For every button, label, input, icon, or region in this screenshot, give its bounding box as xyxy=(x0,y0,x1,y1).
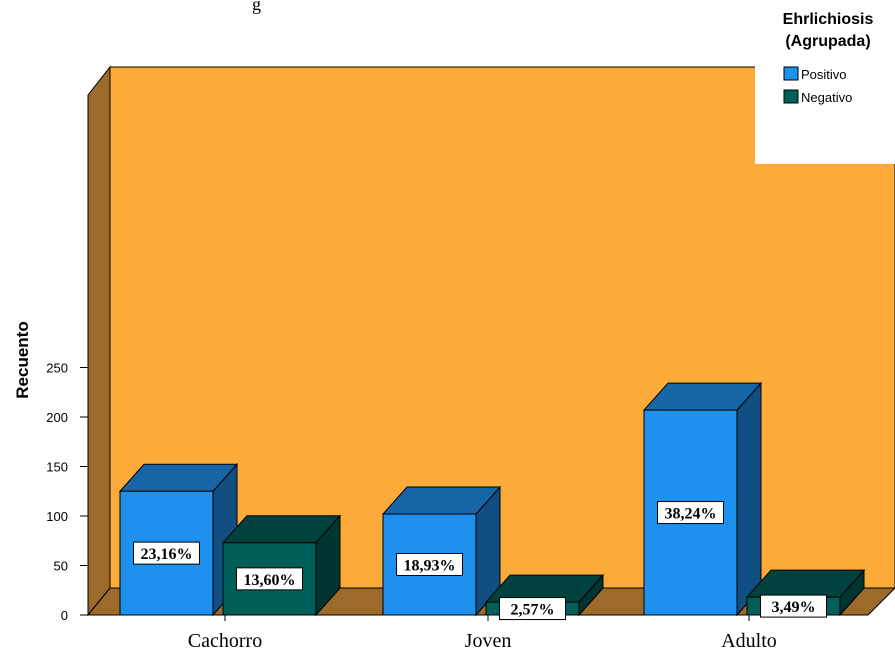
x-tick-label: Joven xyxy=(465,630,512,652)
y-axis-label: Recuento xyxy=(13,321,32,398)
y-axis: 0 50 100 150 200 250 xyxy=(46,359,89,623)
legend-title-line1: Ehrlichiosis xyxy=(783,11,874,28)
bar-positivo-joven: 18,93% xyxy=(381,485,502,617)
data-label-box xyxy=(657,501,724,525)
y-tick-label: 200 xyxy=(46,410,68,425)
data-label-box xyxy=(499,597,566,621)
data-label: 23,16% xyxy=(141,546,193,563)
bar-positivo-cachorro: 23,16% xyxy=(118,462,239,617)
bar-negativo-joven: 2,57% xyxy=(484,573,605,621)
x-tick-label: Adulto xyxy=(721,630,777,652)
x-tick-label: Cachorro xyxy=(188,630,262,652)
legend-swatch-positivo xyxy=(783,66,799,81)
data-label: 2,57% xyxy=(511,602,555,619)
bar-side-face xyxy=(736,381,762,617)
legend-title-line2: (Agrupada) xyxy=(785,33,870,50)
data-label: 38,24% xyxy=(665,506,717,523)
chart-side-wall xyxy=(87,65,111,617)
data-label: 18,93% xyxy=(404,558,456,575)
bar-negativo-adulto: 3,49% xyxy=(745,568,866,618)
legend-label-negativo: Negativo xyxy=(801,90,852,105)
legend-swatch-negativo xyxy=(783,89,799,104)
data-label-box xyxy=(133,541,200,565)
data-label: 3,49% xyxy=(772,599,816,616)
bar-positivo-adulto: 38,24% xyxy=(642,381,763,617)
bars-group: 23,16% 13,60% 18,93% 2,57% 38,24% 3,49% xyxy=(118,381,866,621)
y-tick-label: 250 xyxy=(46,361,68,376)
y-tick-label: 150 xyxy=(46,460,68,475)
legend-label-positivo: Positivo xyxy=(801,67,847,82)
y-tick-label: 100 xyxy=(46,509,68,524)
data-label-box xyxy=(236,567,303,591)
legend-box xyxy=(755,60,895,164)
category-labels: Cachorro Joven Adulto xyxy=(188,615,777,652)
data-label-box xyxy=(760,594,827,618)
title-fragment: g xyxy=(252,0,261,14)
bar-negativo-cachorro: 13,60% xyxy=(221,514,342,617)
data-label-box xyxy=(396,553,463,577)
legend: Ehrlichiosis (Agrupada) Positivo Negativ… xyxy=(755,11,895,164)
y-tick-label: 0 xyxy=(61,608,68,623)
y-tick-label: 50 xyxy=(54,559,68,574)
data-label: 13,60% xyxy=(244,572,296,589)
